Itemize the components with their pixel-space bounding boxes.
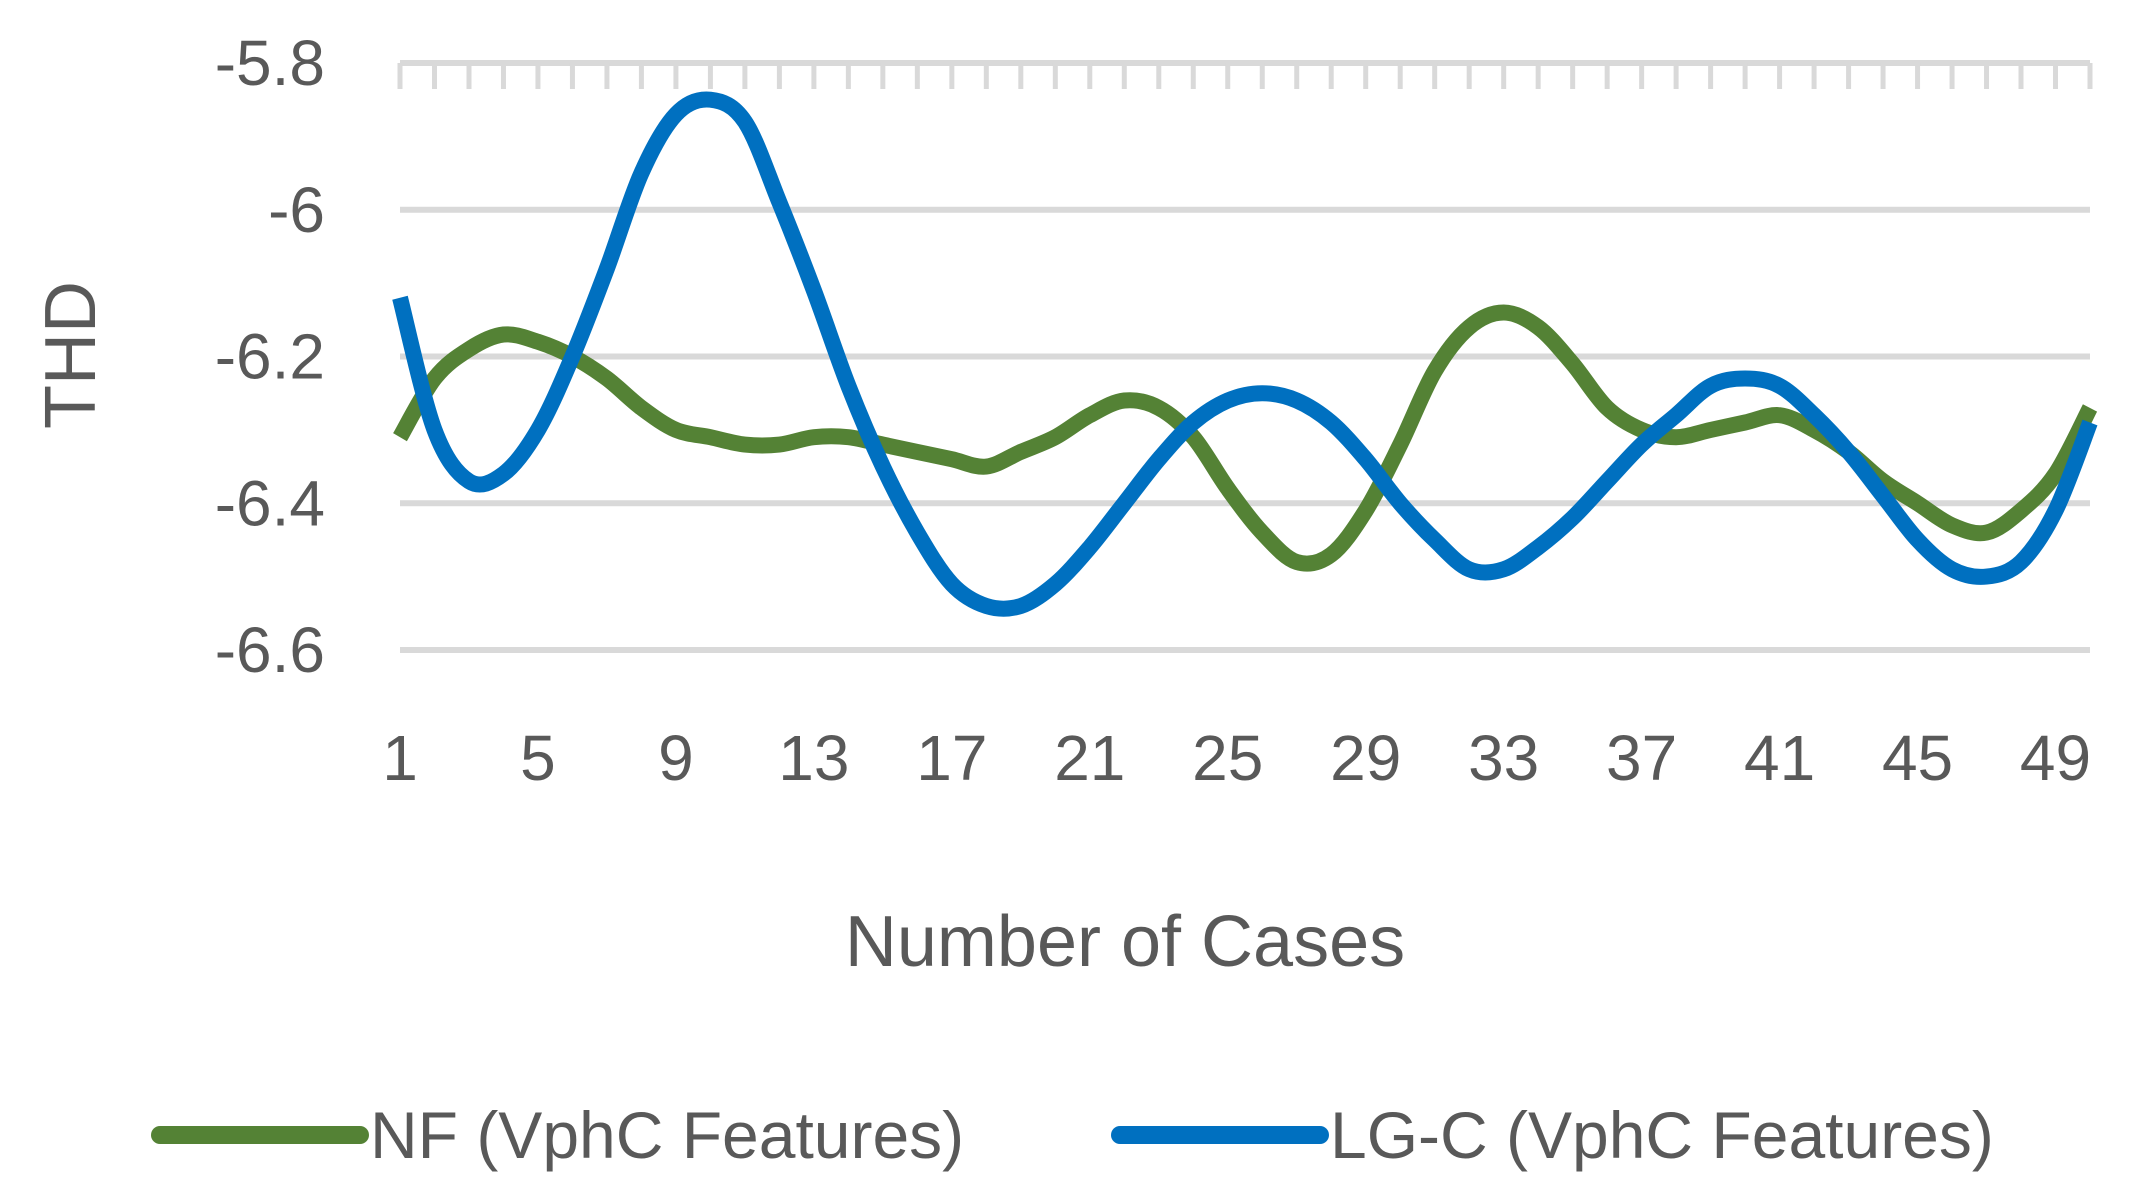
legend-label: LG-C (VphC Features) xyxy=(1330,1098,1994,1172)
x-tick-label: 37 xyxy=(1606,722,1677,794)
legend-label: NF (VphC Features) xyxy=(370,1098,964,1172)
y-tick-labels: -5.8 -6 -6.2 -6.4 -6.6 xyxy=(215,27,325,686)
y-tick-label: -6 xyxy=(268,174,325,246)
series-layer xyxy=(392,91,2098,617)
x-tick-label: 49 xyxy=(2020,722,2091,794)
x-tick-label: 33 xyxy=(1468,722,1539,794)
x-tick-label: 29 xyxy=(1330,722,1401,794)
y-tick-label: -6.6 xyxy=(215,614,325,686)
x-tick-label: 21 xyxy=(1054,722,1125,794)
x-tick-label: 1 xyxy=(382,722,418,794)
x-tick-labels: 1 5 9 13 17 21 25 29 33 37 41 45 49 xyxy=(382,722,2091,794)
x-tick-label: 13 xyxy=(778,722,849,794)
x-axis-title: Number of Cases xyxy=(845,902,1405,982)
gridlines xyxy=(400,60,2090,653)
legend-item-2: LG-C (VphC Features) xyxy=(1111,1098,1994,1172)
y-tick-label: -5.8 xyxy=(215,27,325,99)
top-axis-ticks xyxy=(397,63,2093,89)
series-line-1 xyxy=(393,304,2098,572)
x-tick-label: 5 xyxy=(520,722,556,794)
x-tick-label: 25 xyxy=(1192,722,1263,794)
x-tick-label: 45 xyxy=(1882,722,1953,794)
legend: NF (VphC Features) LG-C (VphC Features) xyxy=(151,1098,1994,1172)
y-axis-title: THD xyxy=(31,281,111,429)
x-tick-label: 9 xyxy=(658,722,694,794)
series-line-2 xyxy=(392,91,2098,617)
y-tick-label: -6.4 xyxy=(215,467,325,539)
x-tick-label: 17 xyxy=(916,722,987,794)
y-tick-label: -6.2 xyxy=(215,321,325,393)
legend-item-1: NF (VphC Features) xyxy=(151,1098,964,1172)
x-tick-label: 41 xyxy=(1744,722,1815,794)
